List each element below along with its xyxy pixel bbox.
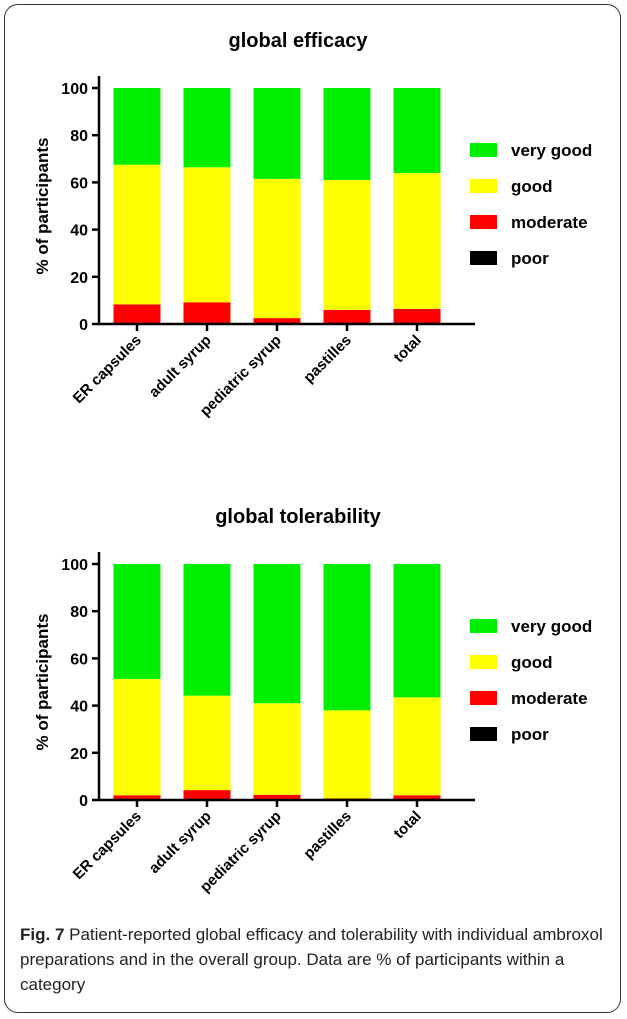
legend-label-good: good	[511, 177, 553, 196]
legend-swatch-poor	[470, 727, 497, 741]
bar-good-3	[323, 180, 371, 310]
legend-label-moderate: moderate	[511, 689, 588, 708]
legend-label-very-good: very good	[511, 617, 592, 636]
bar-good-4	[393, 697, 441, 796]
y-tick-label: 40	[70, 223, 88, 240]
bar-good-1	[183, 167, 231, 303]
bar-moderate-4	[393, 308, 441, 324]
chart-global-efficacy: global efficacy % of participants ER capsu…	[33, 30, 592, 420]
legend-swatch-very-good	[470, 143, 497, 157]
y-tick-label: 80	[70, 128, 88, 145]
x-tick-label: pastilles	[300, 332, 354, 386]
x-tick-label: adult syrup	[146, 808, 215, 877]
y-tick-label: 100	[61, 557, 88, 574]
bar-very-good-3	[323, 88, 371, 181]
legend-swatch-moderate	[470, 691, 497, 705]
legend-swatch-moderate	[470, 215, 497, 229]
legend-label-moderate: moderate	[511, 213, 588, 232]
bar-very-good-1	[183, 88, 231, 168]
bar-moderate-2	[253, 318, 301, 324]
bar-very-good-2	[253, 88, 301, 179]
bar-moderate-0	[113, 795, 161, 800]
legend-swatch-poor	[470, 251, 497, 265]
legend-label-very-good: very good	[511, 141, 592, 160]
legend-swatch-good	[470, 655, 497, 669]
bar-very-good-4	[393, 564, 441, 698]
x-tick-label: pastilles	[300, 808, 354, 862]
y-tick-label: 20	[70, 746, 88, 763]
bar-good-0	[113, 678, 161, 796]
y-tick-label: 100	[61, 81, 88, 98]
bar-moderate-0	[113, 304, 161, 323]
bar-good-2	[253, 703, 301, 795]
x-tick-label: total	[390, 332, 424, 366]
figure-caption: Fig. 7 Patient-reported global efficacy …	[20, 922, 610, 997]
bar-very-good-0	[113, 88, 161, 165]
x-tick-label: adult syrup	[146, 332, 215, 401]
caption-text: Patient-reported global efficacy and tol…	[20, 925, 603, 994]
bar-very-good-0	[113, 564, 161, 679]
legend-swatch-very-good	[470, 619, 497, 633]
y-tick-label: 40	[70, 699, 88, 716]
chart-title: global tolerability	[215, 506, 381, 528]
bar-very-good-2	[253, 564, 301, 704]
bar-very-good-1	[183, 564, 231, 696]
chart-title: global efficacy	[229, 30, 369, 52]
x-tick-label: ER capsules	[70, 332, 145, 407]
x-tick-label: total	[390, 808, 424, 842]
y-tick-label: 80	[70, 604, 88, 621]
bar-moderate-2	[253, 794, 301, 800]
y-axis-label: % of participants	[33, 614, 52, 751]
y-tick-label: 0	[79, 317, 88, 334]
bar-very-good-3	[323, 564, 371, 711]
bar-good-0	[113, 164, 161, 305]
y-tick-label: 0	[79, 793, 88, 810]
y-tick-label: 60	[70, 175, 88, 192]
bar-good-4	[393, 172, 441, 309]
bar-good-2	[253, 178, 301, 319]
y-tick-label: 60	[70, 651, 88, 668]
y-axis-label: % of participants	[33, 138, 52, 275]
bar-moderate-3	[323, 309, 371, 324]
figure-frame	[4, 4, 621, 1013]
y-tick-label: 20	[70, 270, 88, 287]
bar-good-1	[183, 695, 231, 791]
bar-moderate-4	[393, 795, 441, 800]
x-tick-label: ER capsules	[70, 808, 145, 883]
bar-good-3	[323, 710, 371, 799]
legend-label-poor: poor	[511, 249, 549, 268]
bar-moderate-1	[183, 302, 231, 323]
legend-label-poor: poor	[511, 725, 549, 744]
legend-swatch-good	[470, 179, 497, 193]
caption-label: Fig. 7	[20, 925, 65, 944]
legend-label-good: good	[511, 653, 553, 672]
bar-moderate-1	[183, 790, 231, 800]
bar-very-good-4	[393, 88, 441, 173]
chart-global-tolerability: global tolerability % of participants ER c…	[33, 506, 592, 896]
